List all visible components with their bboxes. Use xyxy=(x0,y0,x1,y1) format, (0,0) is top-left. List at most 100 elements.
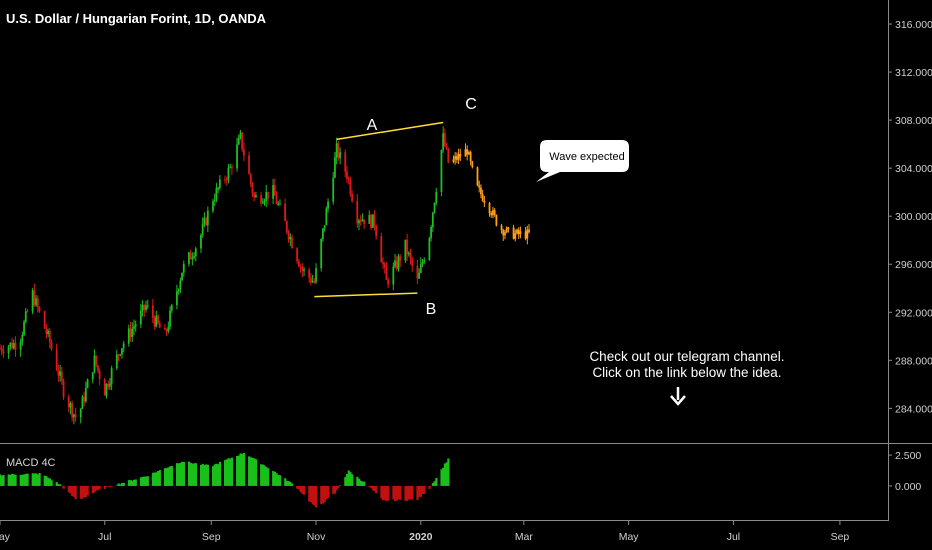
macd-bar xyxy=(431,482,435,486)
candle-body xyxy=(167,326,170,332)
macd-bar xyxy=(375,485,378,494)
macd-bar xyxy=(134,479,137,486)
time-axis[interactable]: May Jul Sep Nov 2020 Mar May Jul Sep xyxy=(0,521,849,543)
candle-body xyxy=(194,248,197,257)
candle-body xyxy=(419,264,422,273)
candle-body xyxy=(397,256,400,269)
candle-body xyxy=(47,330,49,334)
candle-body xyxy=(127,328,130,344)
candle-body xyxy=(265,191,268,201)
macd-bar xyxy=(351,474,354,486)
candle-body xyxy=(134,324,137,327)
candle-body xyxy=(145,305,147,310)
macd-bar xyxy=(311,485,314,505)
macd-bar xyxy=(435,477,438,486)
projection-bar xyxy=(468,152,470,155)
macd-bar xyxy=(253,458,256,486)
candle-body xyxy=(9,342,12,347)
candle-body xyxy=(358,220,360,224)
macd-bar xyxy=(127,480,131,486)
candle-body xyxy=(296,248,299,262)
candle-body xyxy=(311,281,314,283)
price-tick-label: 284.000 xyxy=(895,403,932,415)
time-tick-label: Nov xyxy=(307,531,326,543)
candle-body xyxy=(301,266,304,271)
macd-bar xyxy=(251,457,254,486)
macd-bar xyxy=(129,480,132,486)
projection-bar xyxy=(505,227,508,233)
candle-body xyxy=(395,260,398,269)
macd-bar xyxy=(325,485,328,500)
lower-channel-line xyxy=(314,292,418,298)
projection-bar xyxy=(455,156,458,160)
projection-bar xyxy=(490,212,493,216)
candle-body xyxy=(141,304,144,311)
candle-body xyxy=(182,263,185,273)
candle-body xyxy=(169,310,171,327)
macd-bar xyxy=(98,485,101,489)
macd-bar xyxy=(206,464,210,486)
candle-body xyxy=(273,185,276,196)
projection-bar xyxy=(459,154,462,157)
macd-bar xyxy=(201,463,204,486)
price-axis[interactable]: 316.000 312.000 308.000 304.000 300.000 296.0… xyxy=(888,19,932,415)
macd-bar xyxy=(146,476,149,486)
macd-bar xyxy=(31,473,34,486)
macd-bar xyxy=(241,453,244,486)
macd-bar xyxy=(227,458,230,486)
projection-bar xyxy=(452,159,455,163)
macd-bar xyxy=(289,481,292,486)
candle-body xyxy=(287,231,290,240)
macd-bar xyxy=(347,470,350,486)
macd-bar xyxy=(67,485,70,493)
candle-body xyxy=(339,152,341,159)
down-arrow-icon xyxy=(670,387,686,406)
candle-body xyxy=(385,267,388,280)
macd-bar xyxy=(45,476,48,486)
macd-axis[interactable]: 2.500 0.000 xyxy=(888,450,921,493)
candle-body xyxy=(443,133,446,147)
candle-body xyxy=(242,149,245,156)
candle-body xyxy=(93,355,96,373)
candle-body xyxy=(248,155,250,175)
candle-body xyxy=(359,220,362,222)
price-tick-label: 312.000 xyxy=(895,67,932,79)
projection-bar xyxy=(519,231,522,235)
candle-body xyxy=(361,219,364,222)
candle-body xyxy=(163,327,166,330)
candle-body xyxy=(191,257,194,260)
candle-body xyxy=(387,279,390,285)
candle-body xyxy=(445,146,448,149)
candle-body xyxy=(188,252,190,264)
projection-bar xyxy=(492,210,494,216)
macd-bar xyxy=(213,464,216,486)
macd-bar xyxy=(167,467,170,486)
candle-body xyxy=(201,224,204,236)
macd-bar xyxy=(345,474,349,486)
macd-bar xyxy=(144,476,148,486)
projection-bar xyxy=(500,225,503,231)
candle-body xyxy=(158,322,161,328)
macd-bar xyxy=(397,485,400,500)
candle-body xyxy=(325,208,328,226)
macd-bar xyxy=(371,485,374,491)
candle-body xyxy=(431,212,434,227)
indicator-label: MACD 4C xyxy=(6,457,56,469)
candle-body xyxy=(212,201,214,211)
candle-body xyxy=(12,343,15,349)
candle-body xyxy=(117,354,120,356)
macd-bar xyxy=(421,485,424,494)
projection-bar xyxy=(464,149,467,157)
candle-body xyxy=(84,388,87,402)
macd-bar xyxy=(285,480,289,486)
projection-bar xyxy=(524,231,527,239)
macd-bar xyxy=(179,462,182,486)
macd-bar xyxy=(62,485,65,489)
price-tick-label: 296.000 xyxy=(895,259,932,271)
candle-body xyxy=(237,137,240,145)
macd-bar xyxy=(229,458,232,486)
candle-body xyxy=(157,315,159,323)
axis-frame xyxy=(0,0,932,521)
candle-body xyxy=(31,290,34,312)
